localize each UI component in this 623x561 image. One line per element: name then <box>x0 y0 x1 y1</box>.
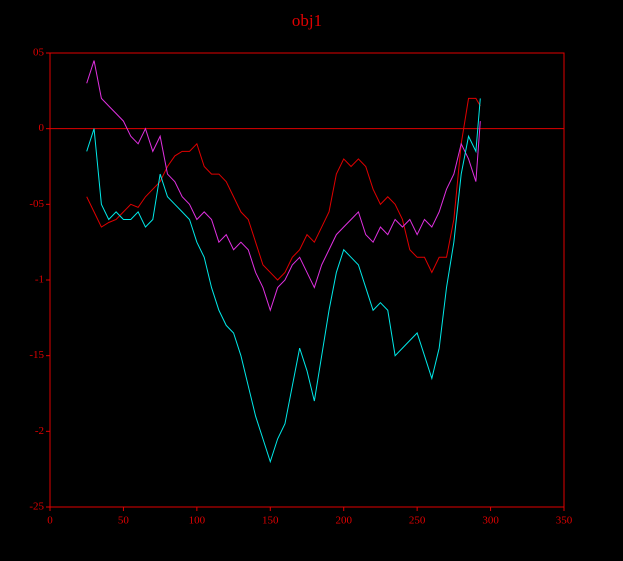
x-tick-label: 100 <box>189 515 206 527</box>
x-tick-label: 350 <box>556 515 573 527</box>
y-tick-label: 05 <box>33 47 45 59</box>
x-tick-label: 50 <box>118 515 130 527</box>
x-tick-label: 150 <box>262 515 279 527</box>
plot-frame <box>49 52 565 508</box>
series-line <box>86 98 481 464</box>
x-tick-label: 200 <box>335 515 352 527</box>
x-tick-label: 300 <box>482 515 499 527</box>
x-tick-label: 250 <box>409 515 426 527</box>
y-tick-label: -2 <box>35 425 44 437</box>
series-line <box>86 60 481 312</box>
y-tick-label: 0 <box>39 122 45 134</box>
series-line <box>86 97 481 281</box>
y-tick-label: -15 <box>29 349 44 361</box>
y-tick-label: -25 <box>29 501 44 513</box>
x-tick-label: 0 <box>47 515 53 527</box>
y-tick-label: -05 <box>29 198 44 210</box>
chart-title: obj1 <box>292 11 322 30</box>
y-tick-label: -1 <box>35 274 44 286</box>
